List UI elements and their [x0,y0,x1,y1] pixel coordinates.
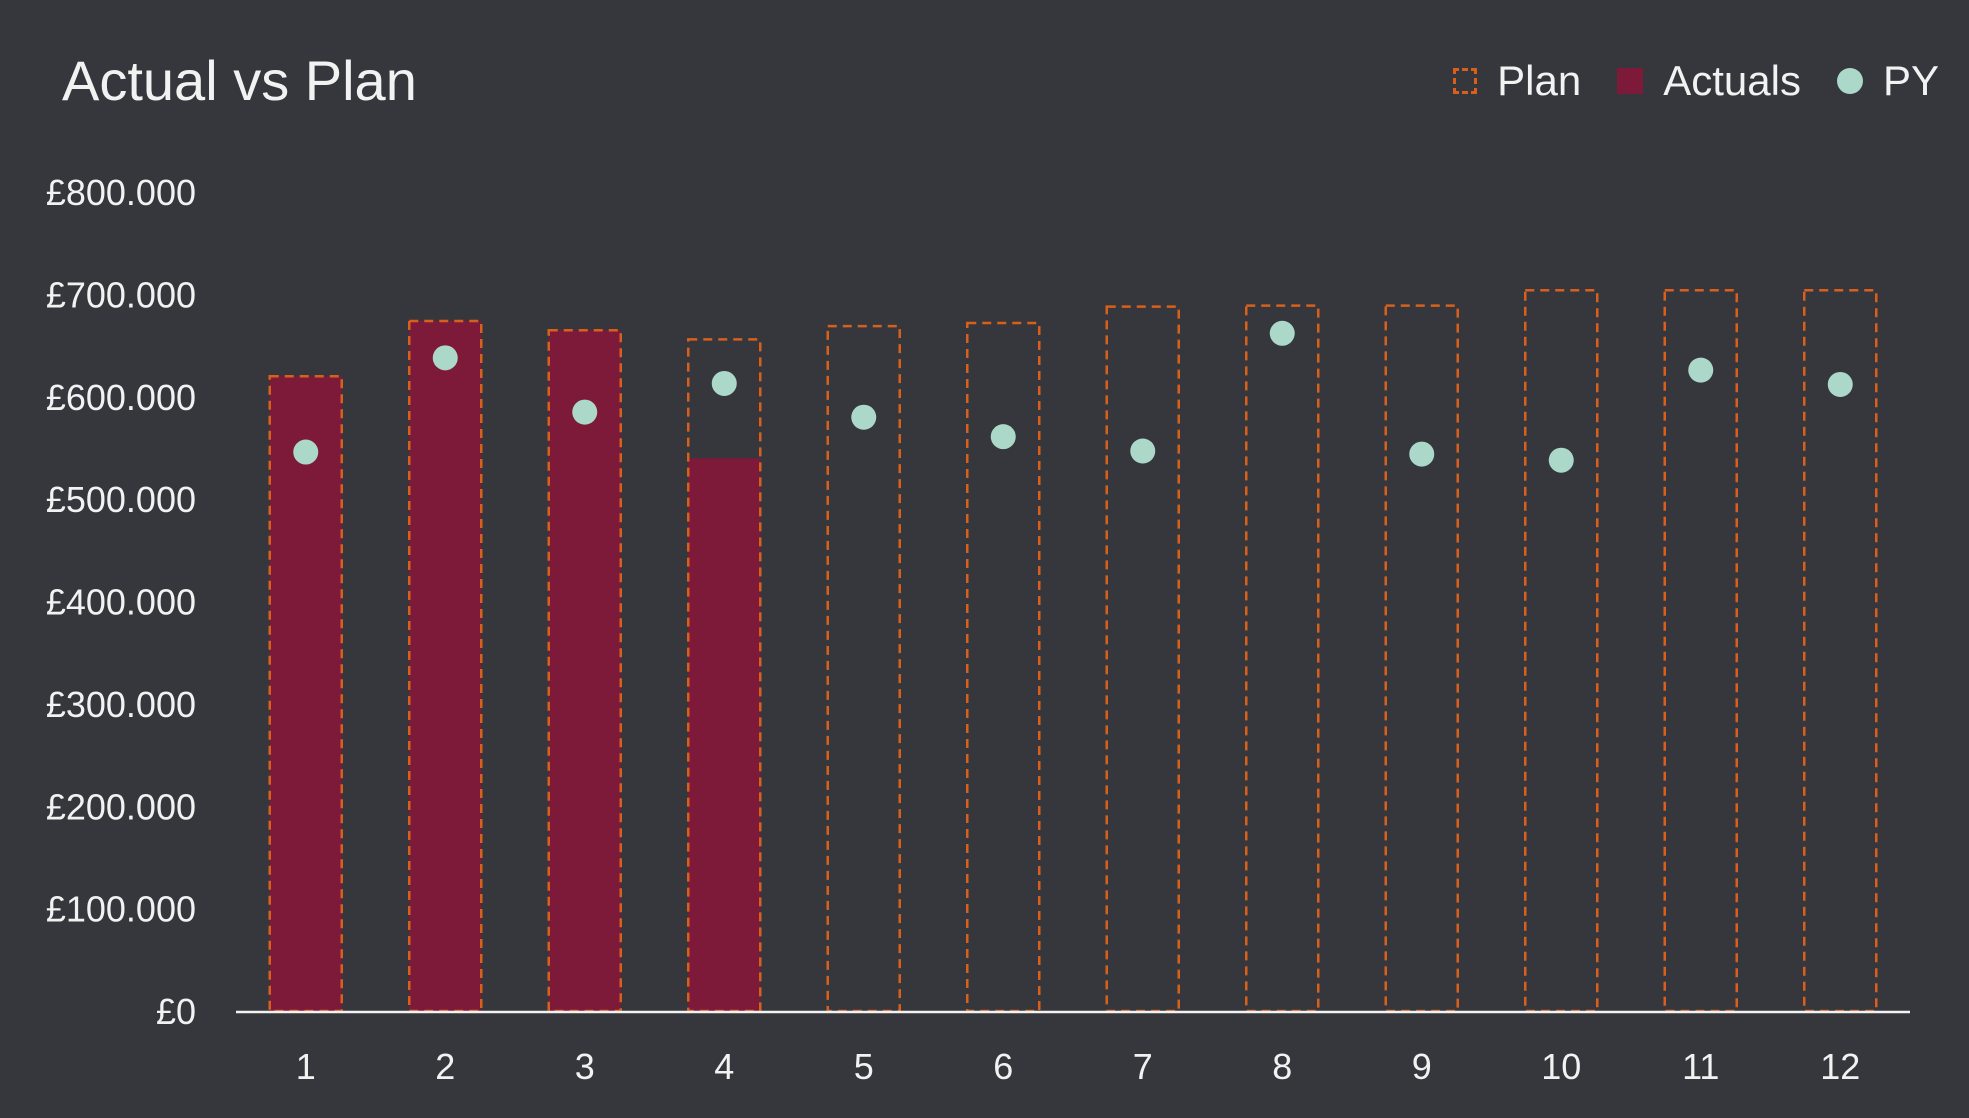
py-marker [432,345,458,371]
py-marker [1688,357,1714,383]
legend-item-py[interactable]: PY [1836,57,1939,105]
x-tick-label: 10 [1541,1046,1581,1087]
py-marker [1548,447,1574,473]
legend-label-py: PY [1882,57,1939,104]
y-tick-label: £100.000 [46,889,196,930]
py-marker [293,439,319,465]
x-tick-label: 6 [993,1046,1013,1087]
y-tick-label: £300.000 [46,684,196,725]
actuals-bar [548,330,621,1011]
x-tick-label: 11 [1682,1046,1719,1087]
legend-item-actuals[interactable]: Actuals [1617,57,1801,105]
x-tick-label: 12 [1820,1046,1860,1087]
x-tick-label: 2 [435,1046,455,1087]
py-marker [711,370,737,396]
plan-bar [1384,304,1459,1013]
py-marker [1409,441,1435,467]
plan-bar [1803,289,1878,1013]
chart-legend: Plan Actuals PY [1417,56,1939,106]
x-tick-label: 4 [714,1046,734,1087]
plan-bar [1524,289,1599,1013]
y-tick-label: £700.000 [46,274,196,315]
y-tick-label: £600.000 [46,377,196,418]
x-tick-label: 5 [854,1046,874,1087]
py-marker [851,404,877,430]
plan-bar [1663,289,1738,1013]
legend-swatch-py [1836,68,1863,94]
x-tick-label: 3 [575,1046,595,1087]
y-tick-label: £800.000 [46,172,196,213]
x-tick-label: 1 [296,1046,316,1087]
actuals-bar [269,376,342,1011]
actuals-bar [688,458,761,1011]
legend-label-actuals: Actuals [1663,57,1801,104]
y-tick-label: £400.000 [46,582,196,623]
plan-bar [1105,305,1180,1013]
x-tick-label: 8 [1272,1046,1292,1087]
legend-label-plan: Plan [1497,57,1582,104]
plan-bar [687,338,762,1013]
py-marker [1269,320,1295,346]
x-tick-label: 7 [1133,1046,1153,1087]
y-tick-label: £200.000 [46,786,196,827]
actuals-bar [409,320,482,1011]
legend-swatch-actuals [1617,68,1644,94]
py-marker [1130,438,1156,464]
py-marker [1827,371,1853,397]
py-marker [990,424,1016,450]
chart-title: Actual vs Plan [62,49,417,112]
x-tick-label: 9 [1412,1046,1432,1087]
plan-bar [826,324,901,1013]
legend-item-plan[interactable]: Plan [1453,57,1581,105]
y-tick-label: £0 [156,991,196,1032]
legend-swatch-plan [1453,68,1478,94]
py-marker [572,399,598,425]
y-tick-label: £500.000 [46,479,196,520]
plan-bar [1245,304,1320,1013]
